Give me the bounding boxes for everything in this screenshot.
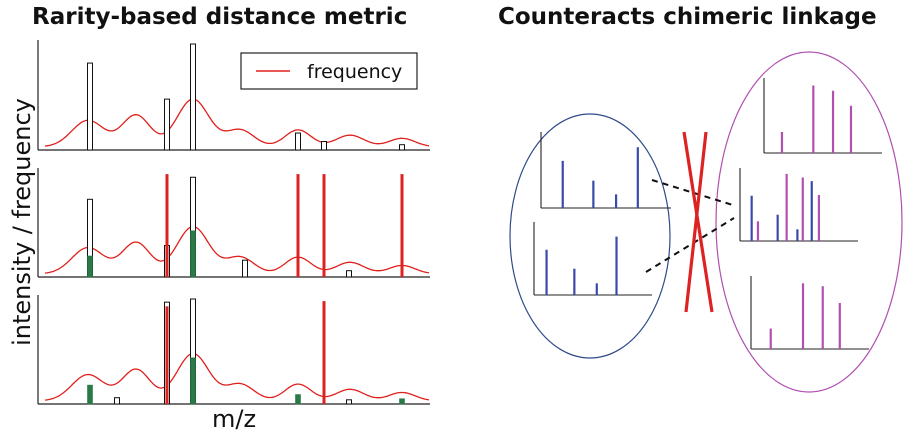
rare-peak: [296, 174, 300, 277]
frequency-curve: [44, 225, 430, 274]
matched-peak: [190, 230, 196, 278]
frequency-curve: [44, 352, 430, 401]
rare-peak: [165, 306, 169, 404]
cross-stroke-2: [684, 131, 708, 313]
right-panel-title: Counteracts chimeric linkage: [498, 4, 877, 30]
reference-peak-outline: [242, 259, 248, 278]
right-spectrum-1: [763, 78, 882, 154]
frequency-curve: [44, 98, 430, 147]
rare-peak: [322, 301, 326, 404]
right-spectrum-2: [750, 276, 869, 350]
reference-peak: [399, 144, 405, 151]
matched-peak: [87, 255, 93, 278]
left-spectrum-2: [533, 222, 652, 296]
reference-peak-outline: [114, 397, 120, 405]
reference-peak-outline: [346, 399, 352, 405]
reference-peak: [295, 132, 301, 151]
legend-label: frequency: [307, 61, 402, 83]
rare-peak: [400, 174, 404, 277]
reference-peak: [190, 43, 196, 151]
left-spectrum-1: [540, 132, 671, 209]
right-cluster-ellipse: [715, 51, 903, 393]
left-cluster-ellipse: [509, 113, 671, 359]
rare-peak: [165, 174, 169, 277]
left-panel-title: Rarity-based distance metric: [32, 4, 408, 30]
chimeric-linkage-diagram: [509, 51, 903, 393]
cross-stroke-1: [682, 131, 714, 313]
dashed-link-upper: [651, 179, 737, 207]
reference-peak: [321, 141, 327, 151]
legend: frequency: [240, 52, 418, 90]
matched-peak: [295, 394, 301, 405]
rare-peak: [322, 174, 326, 277]
reference-peak: [87, 62, 93, 151]
x-axis-label: m/z: [212, 405, 257, 433]
spectrum-panel-2: [37, 168, 430, 278]
matched-peak: [399, 398, 405, 405]
matched-peak: [87, 384, 93, 405]
reference-peak: [164, 98, 170, 151]
spectra-panels: [37, 40, 430, 405]
right-spectrum-chimeric: [739, 168, 858, 242]
spectrum-panel-3: [37, 295, 430, 405]
spectrum-panel-1: [37, 40, 430, 151]
reference-peak-outline: [346, 270, 352, 278]
matched-peak: [190, 357, 196, 405]
